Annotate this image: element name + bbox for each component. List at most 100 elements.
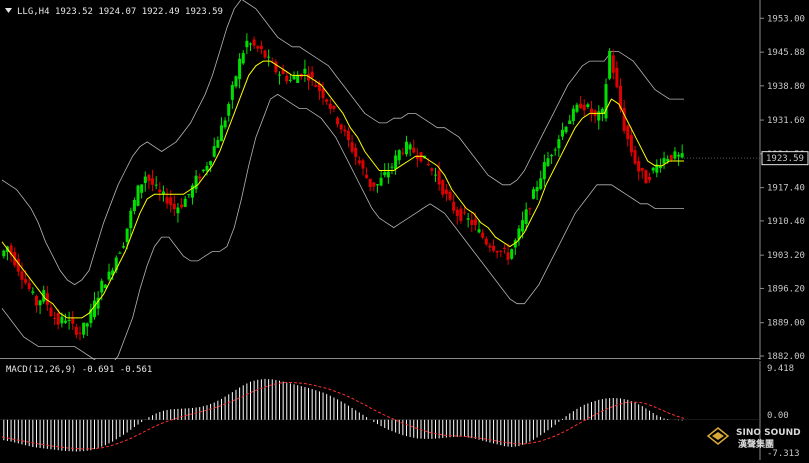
bear-candle (412, 147, 416, 153)
bull-candle (154, 184, 158, 186)
bull-candle (524, 209, 528, 224)
bear-candle (430, 168, 434, 171)
bull-candle (245, 40, 249, 48)
bear-candle (256, 46, 260, 49)
bear-candle (45, 293, 49, 305)
bull-candle (219, 125, 223, 142)
ma-line (1, 60, 684, 319)
bear-candle (321, 88, 325, 99)
bear-candle (274, 61, 278, 73)
bull-candle (466, 218, 470, 220)
upper-band-line (1, 0, 684, 286)
bull-candle (517, 228, 521, 240)
bear-candle (502, 247, 506, 249)
bull-candle (114, 257, 118, 271)
price-axis-label: 1945.88 (767, 48, 805, 58)
bear-candle (579, 103, 583, 109)
bull-candle (132, 199, 136, 212)
macd-chart[interactable]: MACD(12,26,9) -0.691 -0.561 9.418 0.00 -… (0, 361, 809, 460)
bear-candle (317, 83, 321, 91)
macd-pane[interactable]: MACD(12,26,9) -0.691 -0.561 9.418 0.00 -… (0, 361, 809, 460)
price-chart-pane[interactable]: 1953.001945.881938.801931.601924.501917.… (0, 0, 809, 366)
bear-candle (307, 74, 311, 81)
bull-candle (100, 280, 104, 293)
bull-candle (677, 154, 681, 157)
bull-candle (404, 141, 408, 155)
bear-candle (495, 251, 499, 253)
bull-candle (107, 271, 111, 280)
bear-candle (448, 191, 452, 200)
bear-candle (27, 283, 31, 289)
bull-candle (288, 79, 292, 81)
bear-candle (71, 318, 75, 324)
bull-candle (542, 162, 546, 180)
bull-candle (31, 291, 35, 293)
bull-candle (63, 320, 67, 323)
bear-candle (640, 168, 644, 171)
bear-candle (622, 107, 626, 131)
bear-candle (346, 130, 350, 141)
bull-candle (125, 228, 129, 243)
bear-candle (252, 39, 256, 46)
bull-candle (241, 53, 245, 64)
bollinger-bands (1, 0, 684, 366)
bull-candle (194, 175, 198, 190)
bear-candle (49, 307, 53, 317)
bull-candle (571, 108, 575, 122)
bull-candle (680, 153, 684, 158)
bull-candle (434, 174, 438, 176)
bear-candle (263, 50, 267, 58)
bull-candle (209, 161, 213, 166)
bull-candle (292, 76, 296, 80)
bear-candle (336, 117, 340, 125)
bull-candle (397, 150, 401, 161)
price-axis-label: 1931.60 (767, 116, 805, 126)
bear-candle (9, 245, 13, 255)
bear-candle (198, 176, 202, 179)
price-axis-label: 1882.00 (767, 352, 805, 360)
bull-candle (564, 126, 568, 133)
bear-candle (626, 125, 630, 140)
bear-candle (172, 203, 176, 210)
bear-candle (629, 135, 633, 153)
bull-candle (390, 166, 394, 168)
bear-candle (437, 170, 441, 185)
bull-candle (604, 84, 608, 119)
price-chart[interactable]: 1953.001945.881938.801931.601924.501917.… (0, 0, 809, 366)
bull-candle (267, 56, 271, 58)
bear-candle (426, 163, 430, 166)
logo-diamond-icon (706, 427, 730, 445)
bull-candle (212, 146, 216, 157)
dropdown-triangle-icon[interactable] (5, 8, 12, 13)
bull-candle (379, 177, 383, 186)
macd-signal-line (1, 382, 685, 450)
price-axis-label: 1896.20 (767, 284, 805, 294)
bull-candle (560, 129, 564, 137)
price-axis-label: 1953.00 (767, 14, 805, 24)
bear-candle (78, 332, 82, 334)
bull-candle (673, 151, 677, 159)
bull-candle (662, 158, 666, 164)
bull-candle (513, 240, 517, 248)
candles (2, 33, 684, 341)
logo-name-en: SINO SOUND (736, 428, 801, 438)
bear-candle (444, 189, 448, 194)
bear-candle (401, 152, 405, 154)
bull-candle (408, 144, 412, 150)
bull-candle (122, 246, 126, 248)
price-axis-label: 1889.00 (767, 319, 805, 329)
bull-candle (201, 169, 205, 172)
bear-candle (499, 250, 503, 252)
bull-candle (600, 108, 604, 114)
bear-candle (56, 313, 60, 325)
bear-candle (281, 69, 285, 75)
price-axis-label: 1910.40 (767, 217, 805, 227)
bull-candle (2, 250, 6, 257)
sino-sound-logo: SINO SOUND 漢聲集團 (706, 427, 801, 450)
bull-candle (383, 172, 387, 176)
price-axis-label: 1917.40 (767, 184, 805, 194)
bull-candle (296, 75, 300, 83)
bull-candle (477, 229, 481, 233)
bull-candle (546, 158, 550, 167)
macd-label: MACD(12,26,9) -0.691 -0.561 (6, 365, 152, 375)
